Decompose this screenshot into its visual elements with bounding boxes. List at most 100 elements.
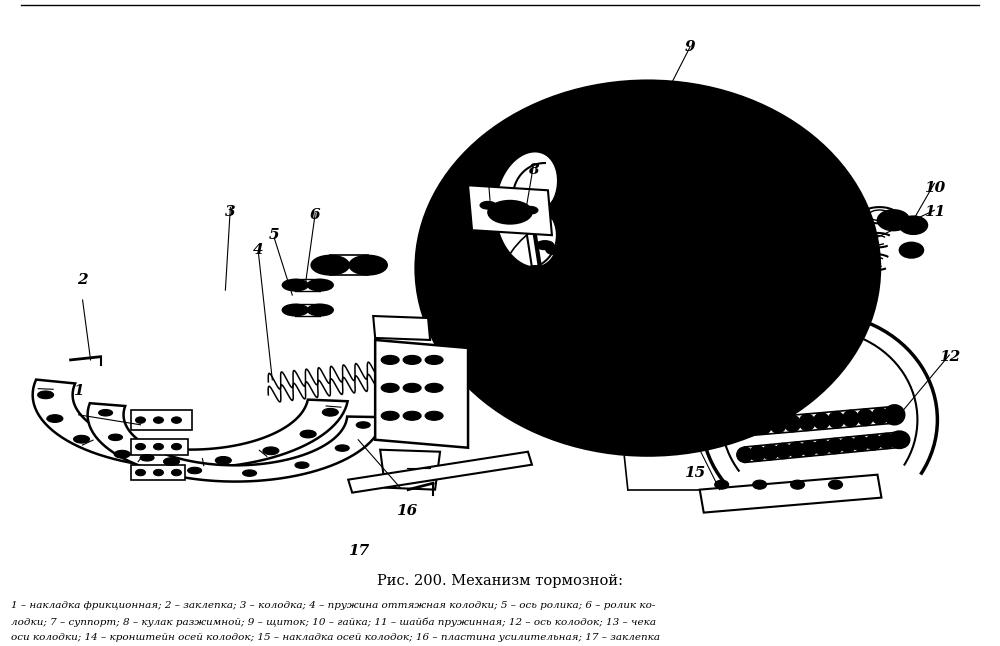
Ellipse shape [539,274,557,282]
Ellipse shape [546,245,564,255]
Ellipse shape [215,457,231,464]
Ellipse shape [403,355,421,364]
Ellipse shape [566,307,584,317]
Ellipse shape [381,383,399,392]
Ellipse shape [356,422,370,428]
Ellipse shape [522,206,538,214]
Ellipse shape [403,412,421,421]
Ellipse shape [775,443,791,459]
Ellipse shape [559,256,577,265]
Circle shape [489,155,505,165]
Ellipse shape [556,216,574,225]
Text: 5: 5 [269,227,280,242]
Text: 11: 11 [924,205,945,219]
Ellipse shape [879,433,895,449]
Text: 4: 4 [253,242,264,256]
Polygon shape [131,439,188,455]
Circle shape [153,443,163,450]
Circle shape [136,443,145,450]
Ellipse shape [755,418,771,434]
Ellipse shape [307,304,333,316]
Ellipse shape [785,415,800,432]
Circle shape [877,210,909,231]
Ellipse shape [502,203,518,211]
Ellipse shape [300,430,316,438]
Text: 8: 8 [528,163,538,176]
Ellipse shape [526,344,544,353]
Ellipse shape [516,315,534,324]
Text: лодки; 7 – суппорт; 8 – кулак разжимной; 9 – щиток; 10 – гайка; 11 – шайба пружи: лодки; 7 – суппорт; 8 – кулак разжимной;… [11,618,656,627]
Ellipse shape [425,383,443,392]
Ellipse shape [762,444,778,460]
Ellipse shape [425,412,443,421]
Polygon shape [33,380,348,468]
Ellipse shape [573,264,591,273]
Circle shape [171,470,181,476]
Circle shape [885,215,901,225]
Ellipse shape [109,434,122,441]
Text: 12: 12 [939,349,960,364]
Ellipse shape [586,208,604,217]
Text: 9: 9 [684,40,695,54]
Ellipse shape [349,255,387,275]
Ellipse shape [536,241,554,250]
Ellipse shape [416,81,879,455]
Ellipse shape [616,154,634,163]
Ellipse shape [828,412,844,428]
Ellipse shape [425,355,443,364]
Ellipse shape [403,383,421,392]
Circle shape [791,480,805,489]
Text: Рис. 200. Механизм тормозной:: Рис. 200. Механизм тормозной: [377,574,623,589]
Circle shape [153,417,163,423]
Ellipse shape [521,291,539,300]
Ellipse shape [770,417,786,433]
Polygon shape [88,403,383,481]
Ellipse shape [311,255,349,275]
Text: 17: 17 [348,543,369,557]
Ellipse shape [799,414,815,431]
Ellipse shape [559,350,577,359]
Text: 15: 15 [684,466,705,480]
Ellipse shape [556,221,574,230]
Polygon shape [373,316,430,340]
Ellipse shape [480,202,496,209]
Ellipse shape [47,415,63,422]
Ellipse shape [840,437,856,452]
Text: 1: 1 [73,384,84,398]
Circle shape [905,246,917,254]
Ellipse shape [750,446,766,461]
Text: 16: 16 [397,505,418,518]
Polygon shape [700,475,881,512]
Circle shape [444,248,460,258]
Circle shape [829,480,843,489]
Ellipse shape [563,390,581,399]
Ellipse shape [546,326,564,335]
Text: оси колодки; 14 – кронштейн осей колодок; 15 – накладка осей колодок; 16 – пласт: оси колодки; 14 – кронштейн осей колодок… [11,633,660,642]
Ellipse shape [589,410,607,419]
Ellipse shape [485,195,755,395]
Polygon shape [495,151,558,267]
Ellipse shape [114,450,130,458]
Ellipse shape [579,238,597,247]
Circle shape [715,480,729,489]
Ellipse shape [188,467,202,474]
Circle shape [136,417,145,423]
Ellipse shape [726,420,742,437]
Ellipse shape [243,470,257,476]
Circle shape [723,415,739,425]
Circle shape [906,221,920,230]
Text: 6: 6 [310,208,321,222]
Ellipse shape [282,279,308,291]
Ellipse shape [801,441,817,456]
Ellipse shape [307,279,333,291]
Circle shape [753,480,767,489]
Ellipse shape [609,395,627,404]
Circle shape [171,417,181,423]
Ellipse shape [853,436,869,451]
Ellipse shape [814,413,830,430]
Ellipse shape [741,419,757,435]
Text: 14: 14 [606,406,627,420]
Text: 13: 13 [629,382,650,396]
Ellipse shape [295,462,309,468]
Circle shape [527,401,543,411]
